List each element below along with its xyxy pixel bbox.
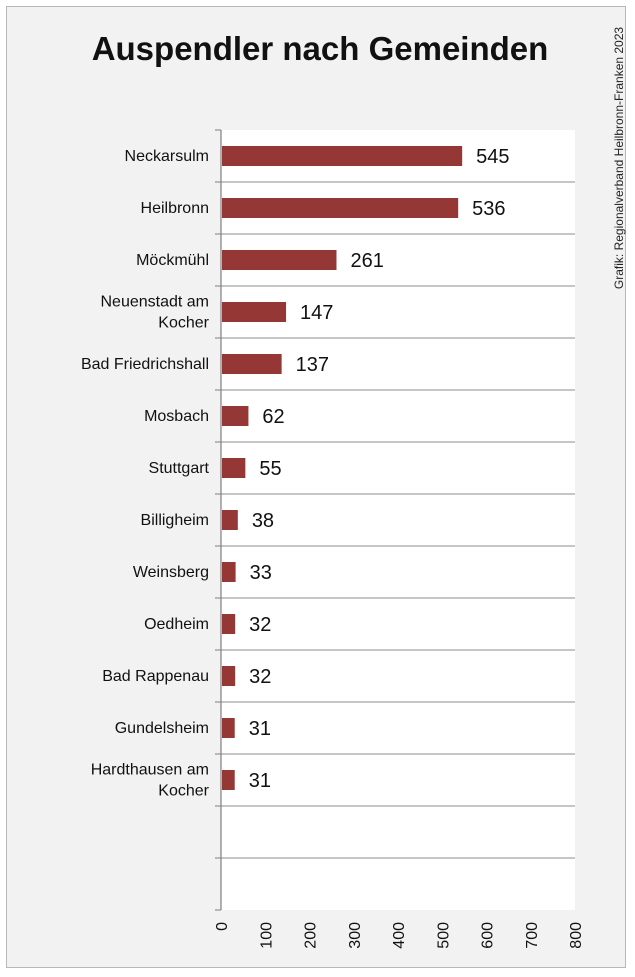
- category-label: Neuenstadt am Kocher: [100, 294, 209, 332]
- value-label: 55: [259, 458, 281, 480]
- value-label: 62: [262, 406, 284, 428]
- category-label: Bad Rappenau: [102, 668, 209, 685]
- chart-title: Auspendler nach Gemeinden: [91, 30, 549, 67]
- category-label: Hardthausen am Kocher: [91, 762, 210, 800]
- bar: [222, 458, 246, 478]
- x-tick-label: 100: [258, 922, 275, 949]
- x-tick-label: 600: [480, 922, 497, 949]
- bar: [222, 354, 282, 374]
- plot-area: [221, 130, 575, 910]
- x-tick-label: 200: [303, 922, 320, 949]
- bars: [222, 146, 463, 790]
- bar: [222, 406, 249, 426]
- category-label: Stuttgart: [149, 460, 210, 477]
- value-label: 33: [250, 562, 272, 584]
- bar: [222, 510, 238, 530]
- value-labels: 545 536 261 147 137 62 55 38 33 32 32 31 31: [249, 146, 510, 792]
- x-tick-label: 0: [214, 922, 231, 931]
- value-label: 545: [476, 146, 509, 168]
- bar: [222, 562, 236, 582]
- category-label: Bad Friedrichshall: [81, 356, 209, 373]
- value-label: 137: [296, 354, 329, 376]
- x-tick-label: 500: [435, 922, 452, 949]
- category-label: Mosbach: [144, 408, 209, 425]
- category-label: Heilbronn: [141, 200, 209, 217]
- x-tick-label: 400: [391, 922, 408, 949]
- value-label: 31: [249, 718, 271, 740]
- x-tick-labels: 0 100 200 300 400 500 600 700 800: [214, 922, 585, 949]
- category-label: Möckmühl: [136, 252, 209, 269]
- grid-lines: [221, 181, 575, 859]
- bar: [222, 198, 459, 218]
- x-tick-label: 800: [568, 922, 585, 949]
- bar: [222, 614, 236, 634]
- bar: [222, 146, 463, 166]
- value-label: 147: [300, 302, 333, 324]
- category-label: Oedheim: [144, 616, 209, 633]
- bar: [222, 718, 235, 738]
- category-label: Weinsberg: [133, 564, 209, 581]
- value-label: 38: [252, 510, 274, 532]
- axes: [215, 129, 222, 911]
- value-label: 261: [350, 250, 383, 272]
- bar: [222, 250, 337, 270]
- bar: [222, 770, 235, 790]
- x-tick-label: 700: [524, 922, 541, 949]
- category-label: Gundelsheim: [115, 720, 209, 737]
- value-label: 536: [472, 198, 505, 220]
- category-labels: Neckarsulm Heilbronn Möckmühl Neuenstadt am…: [81, 148, 210, 800]
- value-label: 31: [249, 770, 271, 792]
- value-label: 32: [249, 614, 271, 636]
- category-label: Billigheim: [141, 512, 209, 529]
- x-tick-label: 300: [347, 922, 364, 949]
- bar: [222, 666, 236, 686]
- bar: [222, 302, 287, 322]
- value-label: 32: [249, 666, 271, 688]
- category-label: Neckarsulm: [125, 148, 209, 165]
